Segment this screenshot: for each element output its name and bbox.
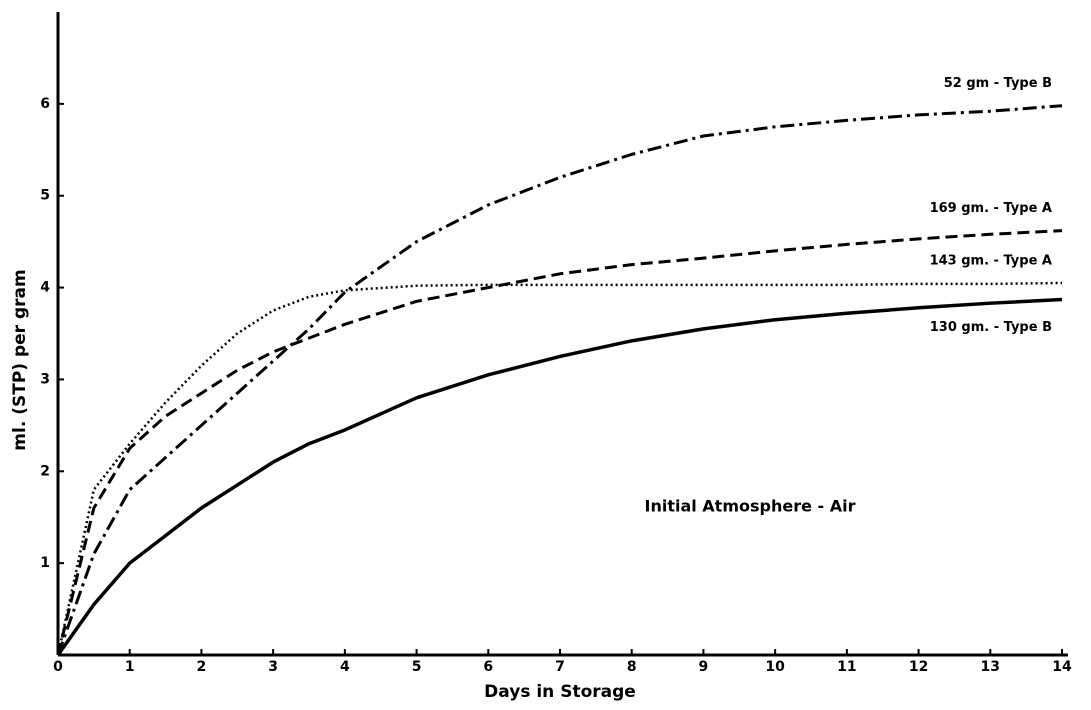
x-tick-label: 12 [909,659,928,675]
x-tick-label: 11 [837,659,856,675]
x-axis-label: Days in Storage [484,682,636,702]
series-line [56,297,1063,657]
x-tick-label: 9 [699,659,709,675]
y-tick-label: 5 [40,188,50,204]
x-tick-label: 2 [197,659,207,675]
annotation: Initial Atmosphere - Air [644,497,855,516]
y-tick-label: 6 [40,96,50,112]
series-label: 130 gm. - Type B [930,320,1052,335]
y-tick-label: 4 [40,280,50,296]
y-tick-label: 1 [40,555,50,571]
x-tick-label: 5 [412,659,422,675]
x-tick-label: 10 [765,659,785,675]
series-label: 143 gm. - Type A [930,253,1052,268]
x-tick-label: 13 [981,659,1000,675]
x-tick-label: 3 [268,659,278,675]
y-tick-label: 3 [40,371,50,387]
x-tick-label: 4 [340,659,350,675]
series-line [56,104,1063,656]
series-label: 169 gm. - Type A [930,201,1052,216]
x-tick-label: 7 [555,659,565,675]
series-label: 52 gm - Type B [944,76,1052,91]
x-tick-label: 6 [483,659,493,675]
series-line [56,229,1063,656]
x-tick-label: 14 [1052,659,1072,675]
x-tick-label: 0 [53,659,63,675]
x-tick-label: 8 [627,659,637,675]
y-tick-label: 2 [40,463,50,479]
x-tick-label: 1 [125,659,135,675]
series-line [56,281,1063,656]
y-axis-label: ml. (STP) per gram [10,269,30,450]
